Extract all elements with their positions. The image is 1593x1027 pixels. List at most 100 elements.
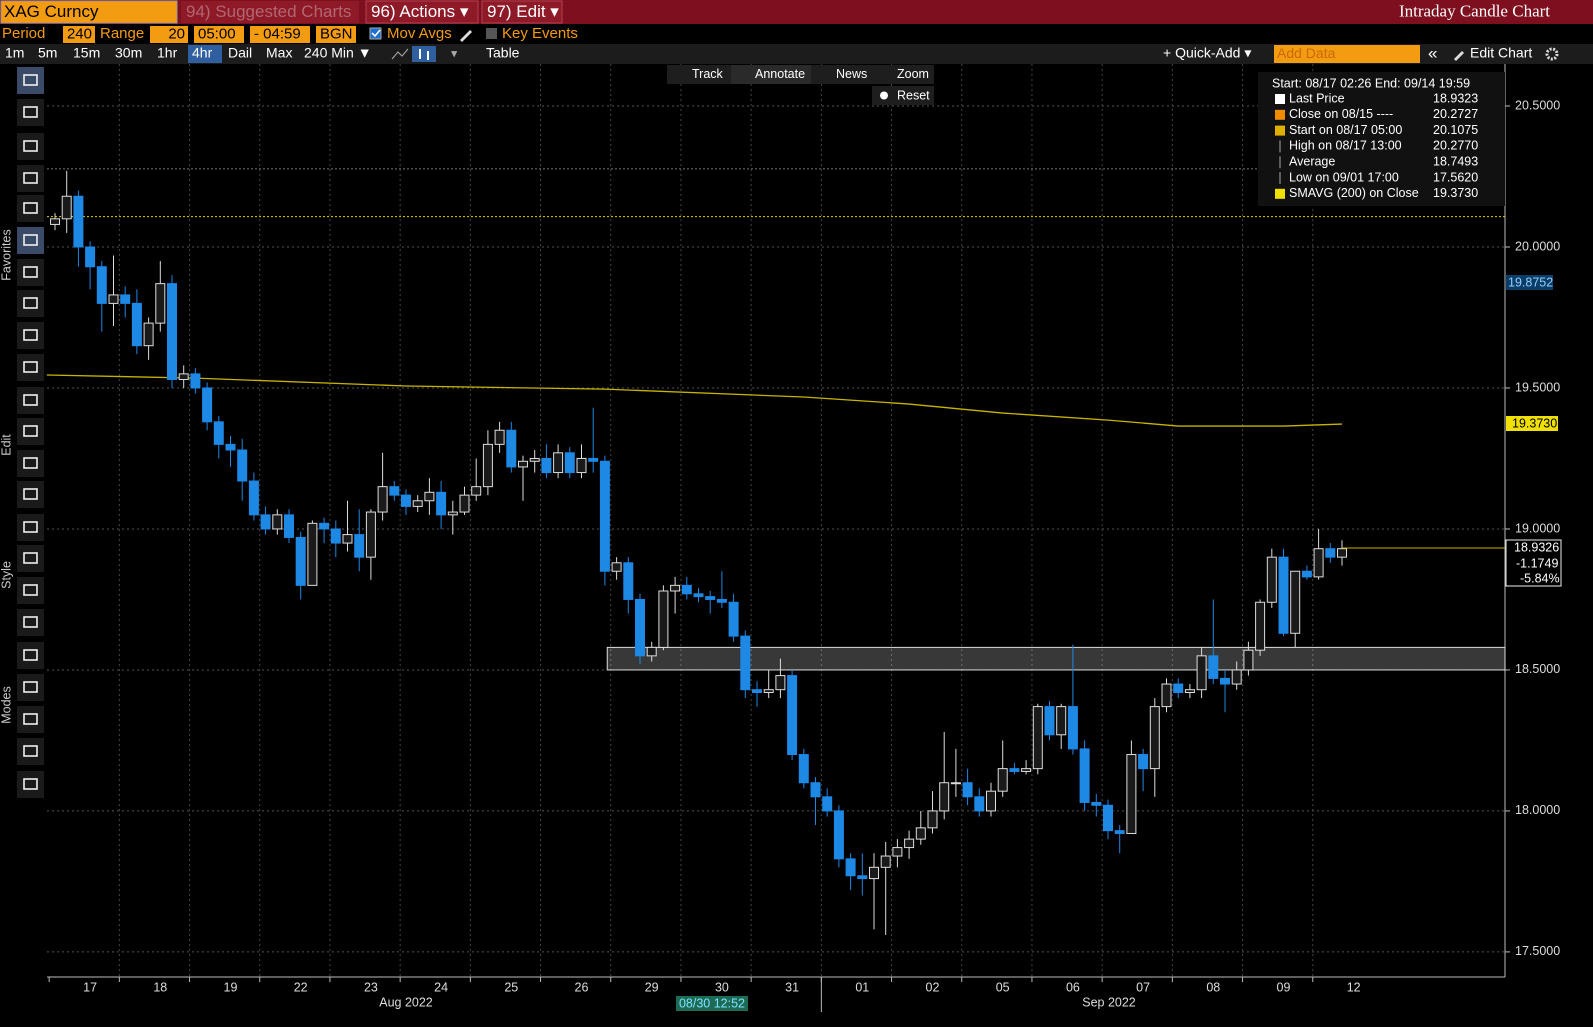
tool-button[interactable] — [17, 609, 44, 636]
reset-tool[interactable]: Reset — [897, 88, 930, 102]
x-tick-label: 30 — [715, 980, 729, 994]
interval-button[interactable]: 15m — [73, 45, 100, 61]
end-input[interactable] — [250, 26, 310, 43]
mov-avgs-checkbox[interactable] — [369, 27, 382, 40]
price-tag: -1.1749 — [1516, 556, 1558, 570]
start-input[interactable] — [194, 26, 244, 43]
add-data-input[interactable] — [1274, 45, 1420, 63]
start-time: 05:00 — [198, 25, 236, 42]
actions-button[interactable] — [365, 0, 479, 24]
tool-button[interactable] — [17, 99, 44, 126]
edit-label: Edit — [0, 434, 13, 456]
interval-button[interactable]: 240 Min ▼ — [304, 45, 372, 61]
zoom-tool[interactable]: Zoom — [897, 67, 929, 81]
range-input[interactable] — [150, 26, 188, 43]
tool-button[interactable] — [17, 642, 44, 669]
candle-body — [658, 590, 669, 648]
legend-swatch — [1275, 109, 1285, 120]
mov-avgs: Mov Avgs — [387, 25, 452, 42]
tool-button[interactable] — [17, 322, 44, 349]
tool-button[interactable] — [17, 387, 44, 414]
x-tick-label: 19 — [224, 980, 238, 994]
tool-button[interactable] — [17, 481, 44, 508]
tool-button[interactable] — [17, 514, 44, 541]
bgn-input[interactable] — [316, 26, 356, 43]
x-tick-label: 25 — [504, 980, 518, 994]
interval-button[interactable]: Dail — [228, 45, 252, 61]
annotate-tool[interactable]: Annotate — [755, 67, 805, 81]
candle-body — [588, 457, 599, 462]
tool-button[interactable] — [17, 195, 44, 222]
track-tool[interactable]: Track — [692, 67, 724, 81]
candle-body — [482, 443, 493, 488]
interval-button[interactable]: 1hr — [157, 45, 178, 61]
news-tool[interactable]: News — [836, 67, 867, 81]
edit-button[interactable] — [481, 0, 563, 24]
cursor-label-bg — [676, 996, 748, 1011]
tool-button[interactable] — [17, 259, 44, 286]
tool-button[interactable] — [17, 133, 44, 160]
tool-button[interactable] — [17, 290, 44, 317]
tool-button[interactable] — [17, 418, 44, 445]
candle-body — [202, 387, 213, 423]
interval-button[interactable]: 1m — [5, 45, 24, 61]
candle-body — [1103, 804, 1113, 832]
interval-bar: 1m 5m 15m 30m 1hr 4hr Dail Max 240 Min ▼ — [5, 45, 372, 63]
tool-button[interactable] — [17, 738, 44, 765]
style-label: Style — [0, 561, 13, 589]
tool-button[interactable] — [17, 577, 44, 604]
edit-chart[interactable]: Edit Chart — [1470, 45, 1532, 61]
interval-button[interactable]: 5m — [38, 45, 57, 61]
tool-glyph — [23, 106, 38, 118]
interval-button[interactable]: Max — [266, 45, 292, 61]
candle-body — [424, 491, 435, 502]
candle-body — [96, 266, 107, 304]
table-button[interactable]: Table — [486, 45, 520, 61]
period-input[interactable] — [63, 26, 95, 43]
tool-button[interactable] — [17, 545, 44, 572]
x-tick-label: 31 — [785, 980, 799, 994]
key-events-checkbox[interactable] — [486, 28, 497, 39]
tool-button[interactable] — [17, 165, 44, 192]
tool-button[interactable] — [17, 771, 44, 798]
legend-value: 20.2770 — [1433, 139, 1478, 153]
candle-icon-bg[interactable] — [412, 46, 436, 62]
range: 20 — [168, 25, 185, 42]
security-input[interactable] — [0, 0, 178, 24]
price-tag-bg — [1506, 275, 1553, 290]
actions: 96) Actions ▾ — [371, 2, 469, 21]
quick-add[interactable]: + Quick-Add ▾ — [1163, 45, 1251, 61]
dropdown-arrow[interactable]: ▾ — [451, 46, 458, 60]
tool-button[interactable] — [17, 227, 44, 254]
tool-button[interactable] — [17, 450, 44, 477]
tool-glyph — [23, 778, 38, 790]
candle-body — [447, 511, 458, 516]
candle-body — [670, 584, 681, 592]
add-data: Add Data — [1277, 45, 1336, 61]
collapse-button[interactable]: « — [1428, 43, 1437, 62]
price-tag-bg — [1506, 416, 1558, 431]
candle-body — [1208, 655, 1219, 679]
legend-label: SMAVG (200) on Close — [1289, 186, 1419, 200]
candle-body — [167, 283, 177, 381]
candle-icon — [419, 49, 429, 60]
x-tick-label: 17 — [83, 980, 97, 994]
interval-button[interactable]: 30m — [115, 45, 142, 61]
candle-body — [284, 514, 294, 538]
suggested-button[interactable] — [181, 1, 359, 23]
x-tick-label: 06 — [1066, 980, 1080, 994]
candle-body — [1290, 570, 1301, 634]
line-icon[interactable] — [391, 48, 409, 60]
price-tag: 18.9326 — [1514, 540, 1559, 554]
tool-button[interactable] — [17, 674, 44, 701]
tool-button[interactable] — [17, 354, 44, 381]
candle-body — [576, 457, 587, 474]
sma-line — [46, 374, 1343, 427]
settings-gear[interactable] — [1545, 47, 1559, 61]
tool-button[interactable] — [17, 67, 44, 94]
tool-button[interactable] — [17, 706, 44, 733]
x-tick-label: 01 — [855, 980, 869, 994]
interval-button[interactable]: 4hr — [192, 45, 213, 61]
y-tick-label: 20.0000 — [1515, 239, 1560, 253]
pencil-icon[interactable] — [460, 30, 472, 42]
